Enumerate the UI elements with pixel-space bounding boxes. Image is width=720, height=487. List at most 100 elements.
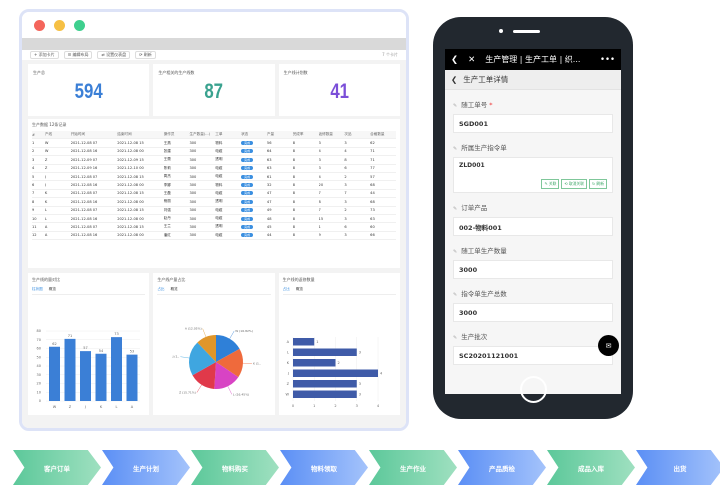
column-header[interactable]: # [32,132,36,137]
field-action-button[interactable]: ✎ 关联 [541,179,560,189]
close-icon[interactable]: ✕ [468,54,476,65]
chart-tab[interactable]: 概览 [170,287,178,291]
table-row[interactable]: 2 W 2021-12-08 16 2021-12-08 00 张建 300 电缆 完成 64 8… [32,148,396,157]
cell-text: 44 [266,233,272,238]
data-label: 57 [83,346,87,350]
status-badge: 完成 [241,233,254,238]
more-icon[interactable]: ••• [599,54,615,65]
table-cell: J [45,175,71,179]
column-header[interactable]: 返修数量 [318,132,333,137]
cell-text: 300 [189,174,197,179]
field-input[interactable]: SC20201121001 [453,346,613,365]
table-row[interactable]: 5 J 2021-12-08 07 2021-12-08 15 周杰 300 电缆 完成 61 8… [32,173,396,182]
table-cell: Z [45,158,71,162]
cell-text: 3 [32,157,35,162]
chart-tab[interactable]: 占比 [282,287,290,291]
back-icon[interactable]: ❮ [451,54,459,65]
settings-button[interactable]: ⇄ 设置仪表盘 [97,51,131,59]
table-row[interactable]: 3 Z 2021-12-09 07 2021-12-09 15 王蕾 300 透明 完成 63 8… [32,156,396,165]
column-header[interactable]: 产线 [44,132,53,137]
back-arrow-icon[interactable]: ❮ [451,75,458,84]
table-cell: 2021-12-08 15 [117,191,163,195]
table-cell: 57 [370,175,396,179]
chat-button[interactable]: ✉ [598,335,619,356]
column-header[interactable]: 完成率 [292,132,304,137]
cell-text: K [44,199,48,204]
column-header[interactable]: 次品 [344,132,352,137]
table-row[interactable]: 4 Z 2021-12-09 16 2021-12-10 00 陈莉 300 电缆 完成 63 8… [32,165,396,173]
edit-layout-button[interactable]: ☰ 编辑布局 [63,51,93,59]
add-card-button[interactable]: + 添加卡片 [30,51,59,59]
cell-text: 3 [344,183,347,188]
cell-text: 潘红 [163,232,171,237]
home-button[interactable] [520,376,547,403]
column-header[interactable]: 结束时间 [117,132,132,137]
column-header[interactable]: 开始时间 [70,132,86,137]
address-strip [22,38,406,50]
chart-tab[interactable]: 柱状图 [32,287,43,291]
maximize-dot[interactable] [74,19,85,31]
field-action-button[interactable]: ⟲ 取消关联 [561,179,588,189]
cell-text: 8 [292,174,296,179]
column-header[interactable]: 工单 [215,132,223,137]
cell-text: Z [44,166,48,171]
table-cell: 2021-12-09 07 [71,158,117,162]
table-row[interactable]: 11 A 2021-12-08 07 2021-12-08 15 王兰 300 透明 完成 45… [32,223,396,232]
flow-step: 客户订单 [13,450,101,485]
field-input[interactable]: 002-物料001 [453,217,613,236]
cell-text: 2021-12-09 07 [70,157,98,162]
field-action-button[interactable]: ↻ 刷新 [589,179,607,189]
table-row[interactable]: 12 A 2021-12-08 16 2021-12-08 00 潘红 300 电缆 完成 44… [32,232,396,241]
cell-text: 王燕 [163,140,171,145]
table-cell: 电缆 [215,216,241,221]
column-header[interactable]: 生产数量(...) [189,132,211,137]
column-header[interactable]: 合格数量 [370,132,385,137]
column-header[interactable]: 状态 [241,132,249,137]
table-cell: 300 [189,149,215,153]
chart-tab[interactable]: 占比 [157,287,165,291]
table-row[interactable]: 6 J 2021-12-08 16 2021-12-08 00 李娜 300 物料 完成 32 8… [32,181,396,190]
table-cell: 45 [267,225,293,229]
table-row[interactable]: 8 K 2021-12-08 16 2021-12-08 00 杨丽 300 透明 完成 47 8… [32,198,396,207]
table-cell: 2021-12-10 00 [117,166,163,170]
table-cell: 15 [319,217,345,221]
field-input[interactable]: 3000 [453,303,613,322]
chart-tab[interactable]: 概览 [295,287,304,291]
column-header[interactable]: 操作员 [163,132,175,137]
minimize-dot[interactable] [54,19,65,31]
table-row[interactable]: 7 K 2021-12-08 07 2021-12-08 15 王磊 300 电缆 完成 47 8… [32,190,396,199]
cell-text: Z [44,157,48,162]
x-tick: 4 [377,404,380,408]
table-cell: 63 [267,158,293,162]
field-input[interactable]: ZLD001 ✎ 关联 ⟲ 取消关联 ↻ 刷新 [453,157,613,193]
cell-text: 56 [266,141,272,146]
y-tick: 10 [37,390,41,394]
table-cell: 10 [32,217,45,221]
edit-icon: ✎ [453,103,458,109]
x-tick: Z [69,405,72,409]
close-dot[interactable] [34,19,45,31]
cell-text: 8 [318,199,321,204]
y-tick: 40 [37,364,41,368]
cell-text: 2 [32,149,35,154]
column-header[interactable]: 产量 [266,132,275,137]
table-cell: 2021-12-08 00 [117,200,163,204]
stat-value: 594 [74,80,103,103]
cell-text: 300 [189,166,197,171]
field-label: 指令单生产总数 [461,290,507,298]
x-tick: W [53,405,57,409]
field-input[interactable]: SGD001 [453,114,613,133]
table-row[interactable]: 10 L 2021-12-08 16 2021-12-08 00 赵丹 300 电缆 完成 48… [32,215,396,224]
table-cell: 7 [319,191,345,195]
data-label: 3 [358,382,360,386]
status-badge: 完成 [241,157,254,162]
table-row[interactable]: 1 W 2021-12-08 07 2021-12-08 15 王燕 300 物料 完成 56 8… [32,139,396,148]
chart-tab[interactable]: 概览 [48,287,56,291]
table-cell: 电缆 [215,174,241,179]
table-cell: 71 [370,158,396,162]
table-cell: 物料 [215,183,241,188]
cell-text: 8 [292,191,296,196]
field-input[interactable]: 3000 [453,260,613,279]
refresh-button[interactable]: ⟳ 刷新 [135,51,156,59]
table-row[interactable]: 9 L 2021-12-08 07 2021-12-08 15 刘强 300 电缆 完成 49 8… [32,207,396,215]
